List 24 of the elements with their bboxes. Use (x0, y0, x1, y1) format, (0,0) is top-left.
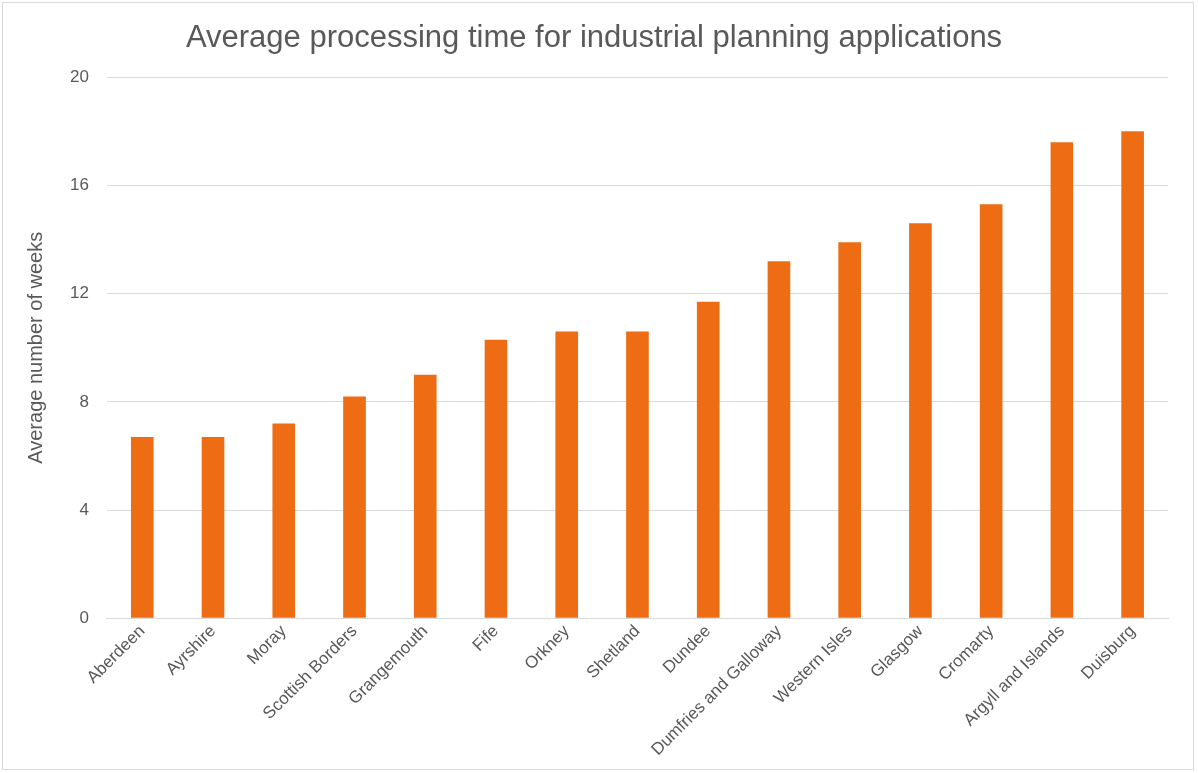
bar (1050, 142, 1074, 618)
bar (343, 396, 366, 618)
bar (838, 242, 861, 618)
bar (1121, 131, 1144, 618)
y-tick-label: 12 (69, 283, 89, 303)
y-tick-label: 4 (79, 499, 89, 519)
bar (413, 374, 437, 618)
bar (767, 261, 791, 618)
y-tick-label: 8 (79, 391, 89, 411)
y-tick-label: 16 (69, 175, 89, 195)
chart-title: Average processing time for industrial planning applications (185, 19, 1003, 55)
bar (696, 301, 720, 618)
bar (484, 339, 508, 618)
bar (909, 223, 932, 618)
bar (979, 204, 1003, 618)
y-tick-label: 0 (79, 608, 89, 627)
y-tick-label: 20 (69, 66, 89, 86)
bar (272, 423, 296, 618)
bar (130, 437, 154, 618)
bar (201, 437, 225, 618)
y-axis-title: Average number of weeks (23, 231, 46, 464)
bar (626, 331, 649, 618)
bar (555, 331, 579, 618)
x-tick-label: Fife (468, 621, 503, 655)
